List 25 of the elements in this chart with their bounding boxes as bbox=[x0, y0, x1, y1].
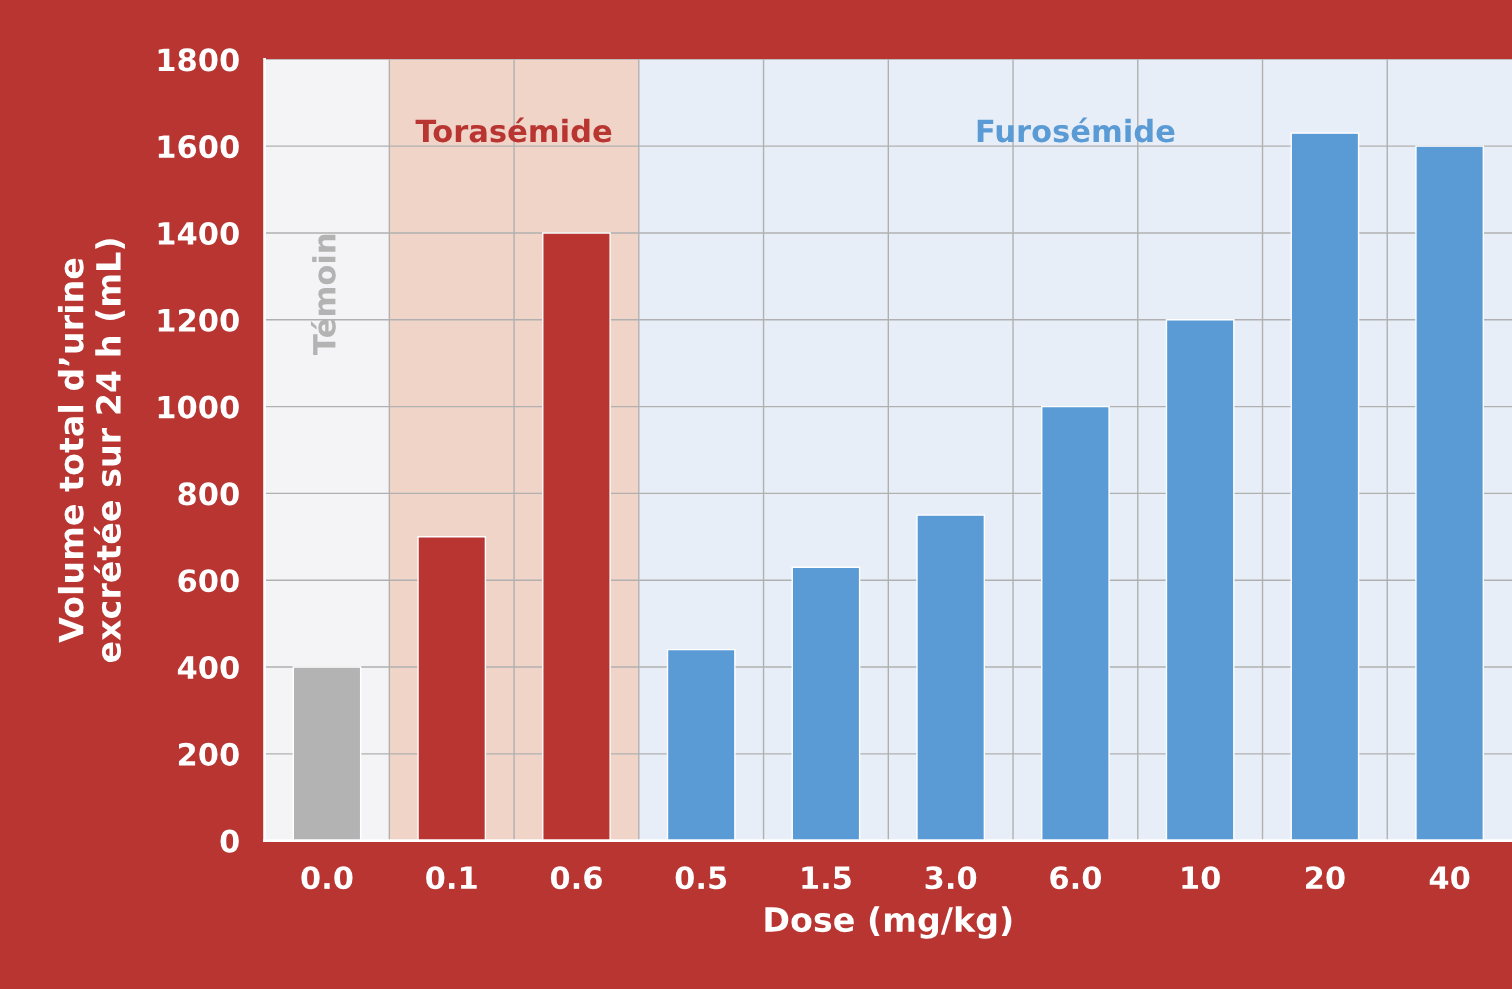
y-tick-label: 1600 bbox=[158, 135, 239, 159]
x-tick-label: 0.6 bbox=[550, 866, 602, 890]
x-tick-label: 1.5 bbox=[802, 866, 851, 890]
x-tick-label: 0.0 bbox=[301, 866, 353, 890]
y-tick-label: 1000 bbox=[158, 395, 239, 419]
x-tick-label: 0.1 bbox=[426, 866, 477, 890]
y-tick-label: 1200 bbox=[158, 308, 239, 332]
y-axis-title: Volume total d’urine excrétée sur 24 h (mL) bbox=[57, 239, 125, 663]
x-axis-title: Dose (mg/kg) bbox=[765, 906, 1012, 939]
y-tick-label: 0 bbox=[220, 829, 239, 853]
x-tick-label: 3.0 bbox=[925, 866, 977, 890]
x-tick-label: 10 bbox=[1182, 866, 1220, 890]
x-tick-label: 6.0 bbox=[1050, 866, 1102, 890]
band-label: Torasémide bbox=[415, 117, 612, 143]
band-label: Témoin bbox=[310, 234, 336, 355]
x-tick-label: 20 bbox=[1306, 866, 1345, 890]
y-tick-label: 800 bbox=[178, 482, 239, 506]
y-tick-label: 600 bbox=[178, 569, 239, 593]
x-tick-label: 0.5 bbox=[675, 866, 727, 890]
y-tick-label: 200 bbox=[178, 742, 239, 766]
x-tick-label: 40 bbox=[1429, 866, 1470, 890]
y-tick-label: 1800 bbox=[158, 48, 239, 72]
y-tick-label: 400 bbox=[177, 655, 239, 680]
y-tick-label: 1400 bbox=[158, 221, 239, 246]
band-label: Furosémide bbox=[977, 117, 1175, 143]
